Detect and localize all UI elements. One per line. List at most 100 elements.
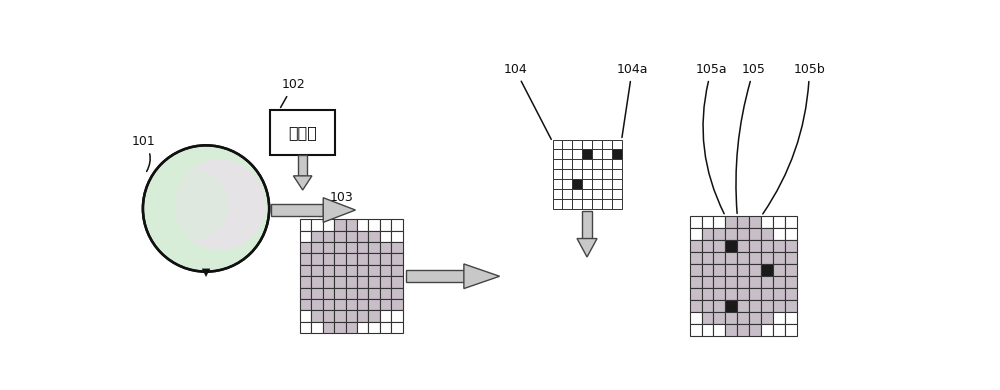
Bar xyxy=(346,242,357,254)
Bar xyxy=(368,242,380,254)
Bar xyxy=(553,149,562,159)
Bar xyxy=(737,216,749,228)
Bar xyxy=(612,179,622,189)
Polygon shape xyxy=(293,176,312,190)
Bar xyxy=(702,240,713,252)
Bar xyxy=(553,179,562,189)
Bar xyxy=(612,140,622,149)
Bar xyxy=(572,169,582,179)
Bar xyxy=(562,179,572,189)
Bar xyxy=(323,219,334,230)
Bar xyxy=(311,299,323,310)
Bar xyxy=(761,324,773,335)
Bar xyxy=(713,288,725,300)
Bar xyxy=(761,276,773,288)
Bar xyxy=(773,276,785,288)
Bar xyxy=(582,189,592,199)
Bar xyxy=(553,169,562,179)
Bar xyxy=(592,189,602,199)
Bar xyxy=(553,140,562,149)
Bar xyxy=(785,324,797,335)
Bar xyxy=(323,299,334,310)
Bar xyxy=(300,322,311,333)
Bar xyxy=(737,252,749,264)
Bar xyxy=(612,169,622,179)
Bar xyxy=(572,149,582,159)
Bar xyxy=(357,322,368,333)
Polygon shape xyxy=(577,239,597,257)
Bar xyxy=(380,299,391,310)
Bar xyxy=(391,219,403,230)
Bar xyxy=(391,276,403,288)
Bar xyxy=(391,254,403,265)
Bar xyxy=(749,300,761,312)
Bar xyxy=(602,199,612,209)
Bar xyxy=(391,288,403,299)
Bar xyxy=(572,179,582,189)
Bar xyxy=(602,189,612,199)
Bar xyxy=(323,322,334,333)
Bar xyxy=(582,159,592,169)
Bar xyxy=(553,189,562,199)
Bar xyxy=(737,312,749,324)
Bar xyxy=(334,230,346,242)
Bar xyxy=(773,288,785,300)
Bar xyxy=(380,310,391,322)
Bar xyxy=(334,254,346,265)
Bar xyxy=(749,228,761,240)
Bar xyxy=(368,299,380,310)
Bar xyxy=(761,240,773,252)
Text: 102: 102 xyxy=(281,78,305,108)
Bar xyxy=(592,199,602,209)
Bar xyxy=(761,300,773,312)
Bar xyxy=(582,140,592,149)
Text: 105b: 105b xyxy=(763,63,825,214)
Bar xyxy=(300,230,311,242)
Bar xyxy=(749,288,761,300)
Bar xyxy=(357,230,368,242)
Bar xyxy=(602,159,612,169)
Bar xyxy=(702,276,713,288)
Bar xyxy=(311,288,323,299)
Bar xyxy=(300,276,311,288)
Bar xyxy=(737,240,749,252)
Bar xyxy=(357,288,368,299)
Bar xyxy=(334,322,346,333)
Bar xyxy=(323,310,334,322)
Bar xyxy=(406,270,464,282)
Bar xyxy=(785,312,797,324)
Bar xyxy=(380,265,391,276)
Bar xyxy=(592,149,602,159)
Text: 101: 101 xyxy=(132,135,156,172)
Bar xyxy=(612,159,622,169)
Bar xyxy=(725,216,737,228)
Bar xyxy=(582,169,592,179)
Bar xyxy=(368,288,380,299)
Bar xyxy=(761,252,773,264)
Bar xyxy=(346,288,357,299)
Bar xyxy=(391,230,403,242)
Bar xyxy=(582,149,592,159)
Bar xyxy=(357,254,368,265)
Bar xyxy=(690,228,702,240)
Bar xyxy=(346,219,357,230)
Bar xyxy=(749,312,761,324)
Bar xyxy=(713,324,725,335)
Bar xyxy=(334,219,346,230)
Bar xyxy=(702,264,713,276)
Bar xyxy=(368,254,380,265)
Bar xyxy=(300,299,311,310)
Bar xyxy=(725,300,737,312)
Bar xyxy=(368,230,380,242)
Bar xyxy=(785,216,797,228)
Circle shape xyxy=(160,170,229,239)
Bar xyxy=(690,240,702,252)
Bar xyxy=(602,140,612,149)
Bar xyxy=(761,228,773,240)
Bar xyxy=(761,312,773,324)
Bar xyxy=(773,252,785,264)
Bar xyxy=(773,300,785,312)
Bar xyxy=(380,219,391,230)
Bar xyxy=(311,230,323,242)
Bar xyxy=(311,265,323,276)
